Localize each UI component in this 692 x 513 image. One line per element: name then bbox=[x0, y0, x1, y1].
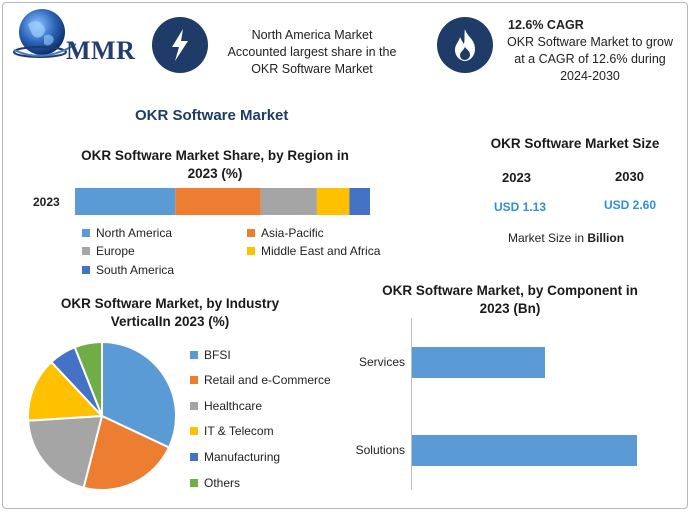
north-america-note: North America Market Accounted largest s… bbox=[212, 27, 412, 78]
region-segment-europe bbox=[260, 188, 317, 215]
pie-slice-healthcare bbox=[27, 414, 104, 489]
pie-slice-retail-and-e-commerce bbox=[82, 414, 171, 491]
industry-legend: BFSI Retail and e-Commerce Healthcare IT… bbox=[190, 348, 350, 498]
note-line: at a CAGR of 12.6% during bbox=[514, 52, 666, 66]
legend-swatch bbox=[82, 266, 90, 274]
infographic-frame bbox=[2, 2, 688, 509]
legend-label: Manufacturing bbox=[204, 450, 281, 464]
title-line: OKR Software Market, by Industry bbox=[60, 296, 280, 311]
legend-item-manufacturing: Manufacturing bbox=[190, 450, 280, 464]
lightning-badge bbox=[152, 17, 208, 73]
legend-swatch bbox=[190, 427, 198, 435]
legend-swatch bbox=[247, 229, 255, 237]
size-panel-title: OKR Software Market Size bbox=[490, 136, 660, 151]
region-segment-middle-east-and-africa bbox=[316, 188, 350, 215]
pie-slice-it-telecom bbox=[27, 360, 105, 422]
pie-slice-bfsi bbox=[101, 340, 177, 449]
legend-label: IT & Telecom bbox=[204, 424, 274, 438]
legend-label: Europe bbox=[96, 244, 135, 258]
size-year-2023: 2023 bbox=[502, 170, 531, 185]
region-segment-asia-pacific bbox=[175, 188, 261, 215]
note-line: OKR Software Market to grow bbox=[506, 35, 674, 49]
legend-label: Middle East and Africa bbox=[261, 244, 381, 258]
cagr-title: 12.6% CAGR bbox=[508, 18, 584, 32]
industry-pie bbox=[27, 340, 177, 491]
legend-label: Others bbox=[204, 476, 241, 490]
note-line: Accounted largest share in the bbox=[227, 45, 397, 59]
legend-item-mea: Middle East and Africa bbox=[247, 244, 380, 258]
component-bar-solutions bbox=[412, 435, 637, 466]
note-line: North America Market bbox=[251, 28, 373, 42]
region-stacked-bar bbox=[75, 188, 370, 215]
region-legend: North America Asia-Pacific Europe Middle… bbox=[82, 226, 402, 282]
legend-label: South America bbox=[96, 263, 175, 277]
component-label-services: Services bbox=[358, 355, 405, 369]
legend-swatch bbox=[190, 351, 198, 359]
title-line: OKR Software Market Share, by Region in bbox=[81, 148, 349, 163]
component-label-solutions: Solutions bbox=[355, 443, 405, 457]
size-year-2030: 2030 bbox=[615, 169, 644, 184]
region-segment-south-america bbox=[349, 188, 370, 215]
component-axis-line bbox=[411, 318, 412, 490]
legend-swatch bbox=[190, 402, 198, 410]
legend-item-north-america: North America bbox=[82, 226, 172, 240]
legend-item-it-telecom: IT & Telecom bbox=[190, 424, 274, 438]
size-note: Market Size in Billion bbox=[508, 231, 624, 245]
title-line: 2023 (Bn) bbox=[479, 301, 541, 316]
size-value-2030: USD 2.60 bbox=[604, 198, 657, 212]
globe-icon bbox=[13, 9, 77, 58]
legend-swatch bbox=[190, 376, 198, 384]
note-line: 2024-2030 bbox=[560, 69, 620, 83]
component-chart: Services Solutions bbox=[345, 318, 665, 498]
component-bar-services bbox=[412, 347, 545, 378]
flame-icon bbox=[455, 29, 475, 61]
size-value-2023: USD 1.13 bbox=[494, 200, 547, 214]
legend-label: BFSI bbox=[204, 348, 231, 362]
legend-swatch bbox=[247, 247, 255, 255]
legend-label: North America bbox=[96, 226, 173, 240]
main-title: OKR Software Market bbox=[135, 107, 289, 124]
component-chart-title: OKR Software Market, by Component in 202… bbox=[360, 282, 660, 318]
industry-chart-title: OKR Software Market, by Industry Vertica… bbox=[40, 295, 300, 331]
region-segment-north-america bbox=[75, 188, 176, 215]
legend-swatch bbox=[190, 453, 198, 461]
legend-item-south-america: South America bbox=[82, 263, 174, 277]
title-line: OKR Software Market, by Component in bbox=[382, 283, 638, 298]
region-chart-title: OKR Software Market Share, by Region in … bbox=[60, 147, 370, 183]
lightning-icon bbox=[172, 29, 188, 61]
size-note-unit: Billion bbox=[587, 231, 625, 245]
legend-item-retail: Retail and e-Commerce bbox=[190, 373, 331, 387]
legend-item-others: Others bbox=[190, 476, 240, 490]
legend-item-healthcare: Healthcare bbox=[190, 399, 262, 413]
title-line: VerticalIn 2023 (%) bbox=[110, 314, 230, 329]
legend-item-bfsi: BFSI bbox=[190, 348, 231, 362]
legend-item-europe: Europe bbox=[82, 244, 135, 258]
mmr-logo: MMR bbox=[10, 6, 150, 66]
size-note-text: Market Size in bbox=[508, 231, 588, 245]
legend-label: Healthcare bbox=[204, 399, 263, 413]
flame-badge bbox=[437, 17, 493, 73]
region-category-label: 2023 bbox=[33, 195, 60, 209]
legend-swatch bbox=[82, 229, 90, 237]
note-line: OKR Software Market bbox=[251, 62, 373, 76]
legend-label: Asia-Pacific bbox=[261, 226, 324, 240]
pie-slice-others bbox=[73, 340, 103, 417]
title-line: 2023 (%) bbox=[187, 166, 243, 181]
cagr-note: 12.6% CAGR OKR Software Market to grow a… bbox=[490, 17, 690, 85]
legend-swatch bbox=[190, 479, 198, 487]
legend-label: Retail and e-Commerce bbox=[204, 373, 331, 387]
legend-swatch bbox=[82, 247, 90, 255]
logo-text: MMR bbox=[66, 36, 136, 65]
legend-item-asia-pacific: Asia-Pacific bbox=[247, 226, 324, 240]
